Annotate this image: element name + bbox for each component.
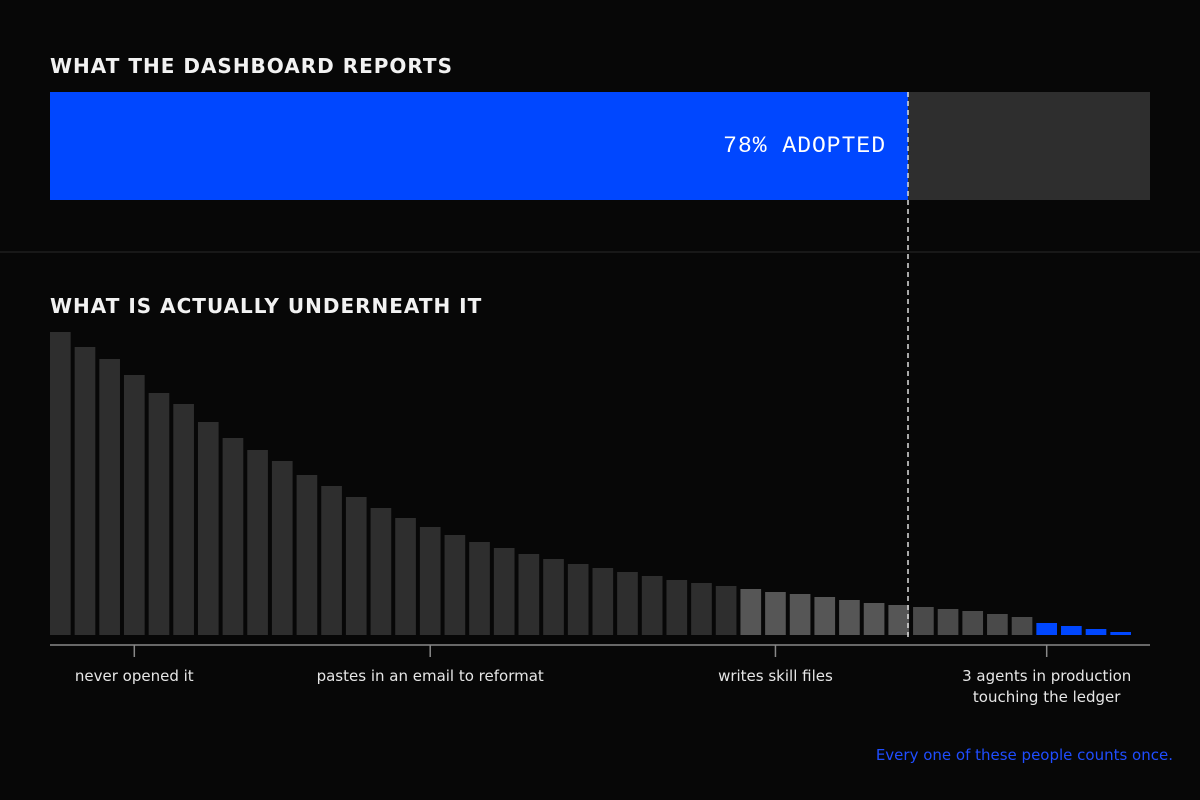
chart-title: WHAT IS ACTUALLY UNDERNEATH IT xyxy=(50,294,483,318)
bar xyxy=(271,461,293,635)
bar xyxy=(913,607,934,635)
bar xyxy=(789,594,811,635)
bar xyxy=(691,583,712,635)
x-tick-label: writes skill files xyxy=(718,667,833,685)
bar xyxy=(937,609,959,635)
bar xyxy=(765,592,786,635)
bar xyxy=(321,486,342,635)
bar xyxy=(987,614,1008,635)
bar xyxy=(715,586,737,635)
bar xyxy=(1110,632,1131,635)
bar xyxy=(99,359,120,635)
bar xyxy=(1011,617,1033,635)
bar xyxy=(543,559,564,635)
bar xyxy=(296,475,318,635)
bar xyxy=(641,576,663,635)
dashboard-bar: 78% ADOPTED xyxy=(50,92,1150,200)
bar xyxy=(469,542,490,635)
bar xyxy=(962,611,984,635)
chart-title: WHAT THE DASHBOARD REPORTS xyxy=(50,54,453,78)
bar xyxy=(444,535,466,635)
bar xyxy=(666,580,688,635)
bar xyxy=(740,589,762,635)
bar xyxy=(50,92,908,200)
value-label: 78% ADOPTED xyxy=(723,133,886,159)
bar xyxy=(345,497,367,635)
bar xyxy=(567,564,589,635)
bar xyxy=(814,597,836,635)
bar xyxy=(222,438,244,635)
x-tick-label: never opened it xyxy=(74,667,194,685)
bar xyxy=(173,404,194,635)
bar xyxy=(493,548,515,635)
x-tick-label: 3 agents in production touching the ledg… xyxy=(962,667,1132,706)
bar xyxy=(1036,623,1058,635)
bar xyxy=(419,527,441,635)
bar xyxy=(888,605,910,635)
bar xyxy=(863,603,885,635)
bar xyxy=(592,568,614,635)
bar xyxy=(50,332,71,635)
bar xyxy=(839,600,860,635)
distribution-bars xyxy=(50,332,1131,657)
bar xyxy=(1085,629,1107,635)
bar xyxy=(74,347,96,635)
footnote: Every one of these people counts once. xyxy=(875,746,1173,764)
bar xyxy=(247,450,268,635)
bar xyxy=(1061,626,1082,635)
bar xyxy=(370,508,392,635)
bar xyxy=(395,518,416,635)
bar xyxy=(617,572,638,635)
bar xyxy=(197,422,219,635)
bar xyxy=(518,554,540,635)
bar xyxy=(123,375,145,635)
bar xyxy=(148,393,170,635)
x-tick-label: pastes in an email to reformat xyxy=(316,667,544,685)
